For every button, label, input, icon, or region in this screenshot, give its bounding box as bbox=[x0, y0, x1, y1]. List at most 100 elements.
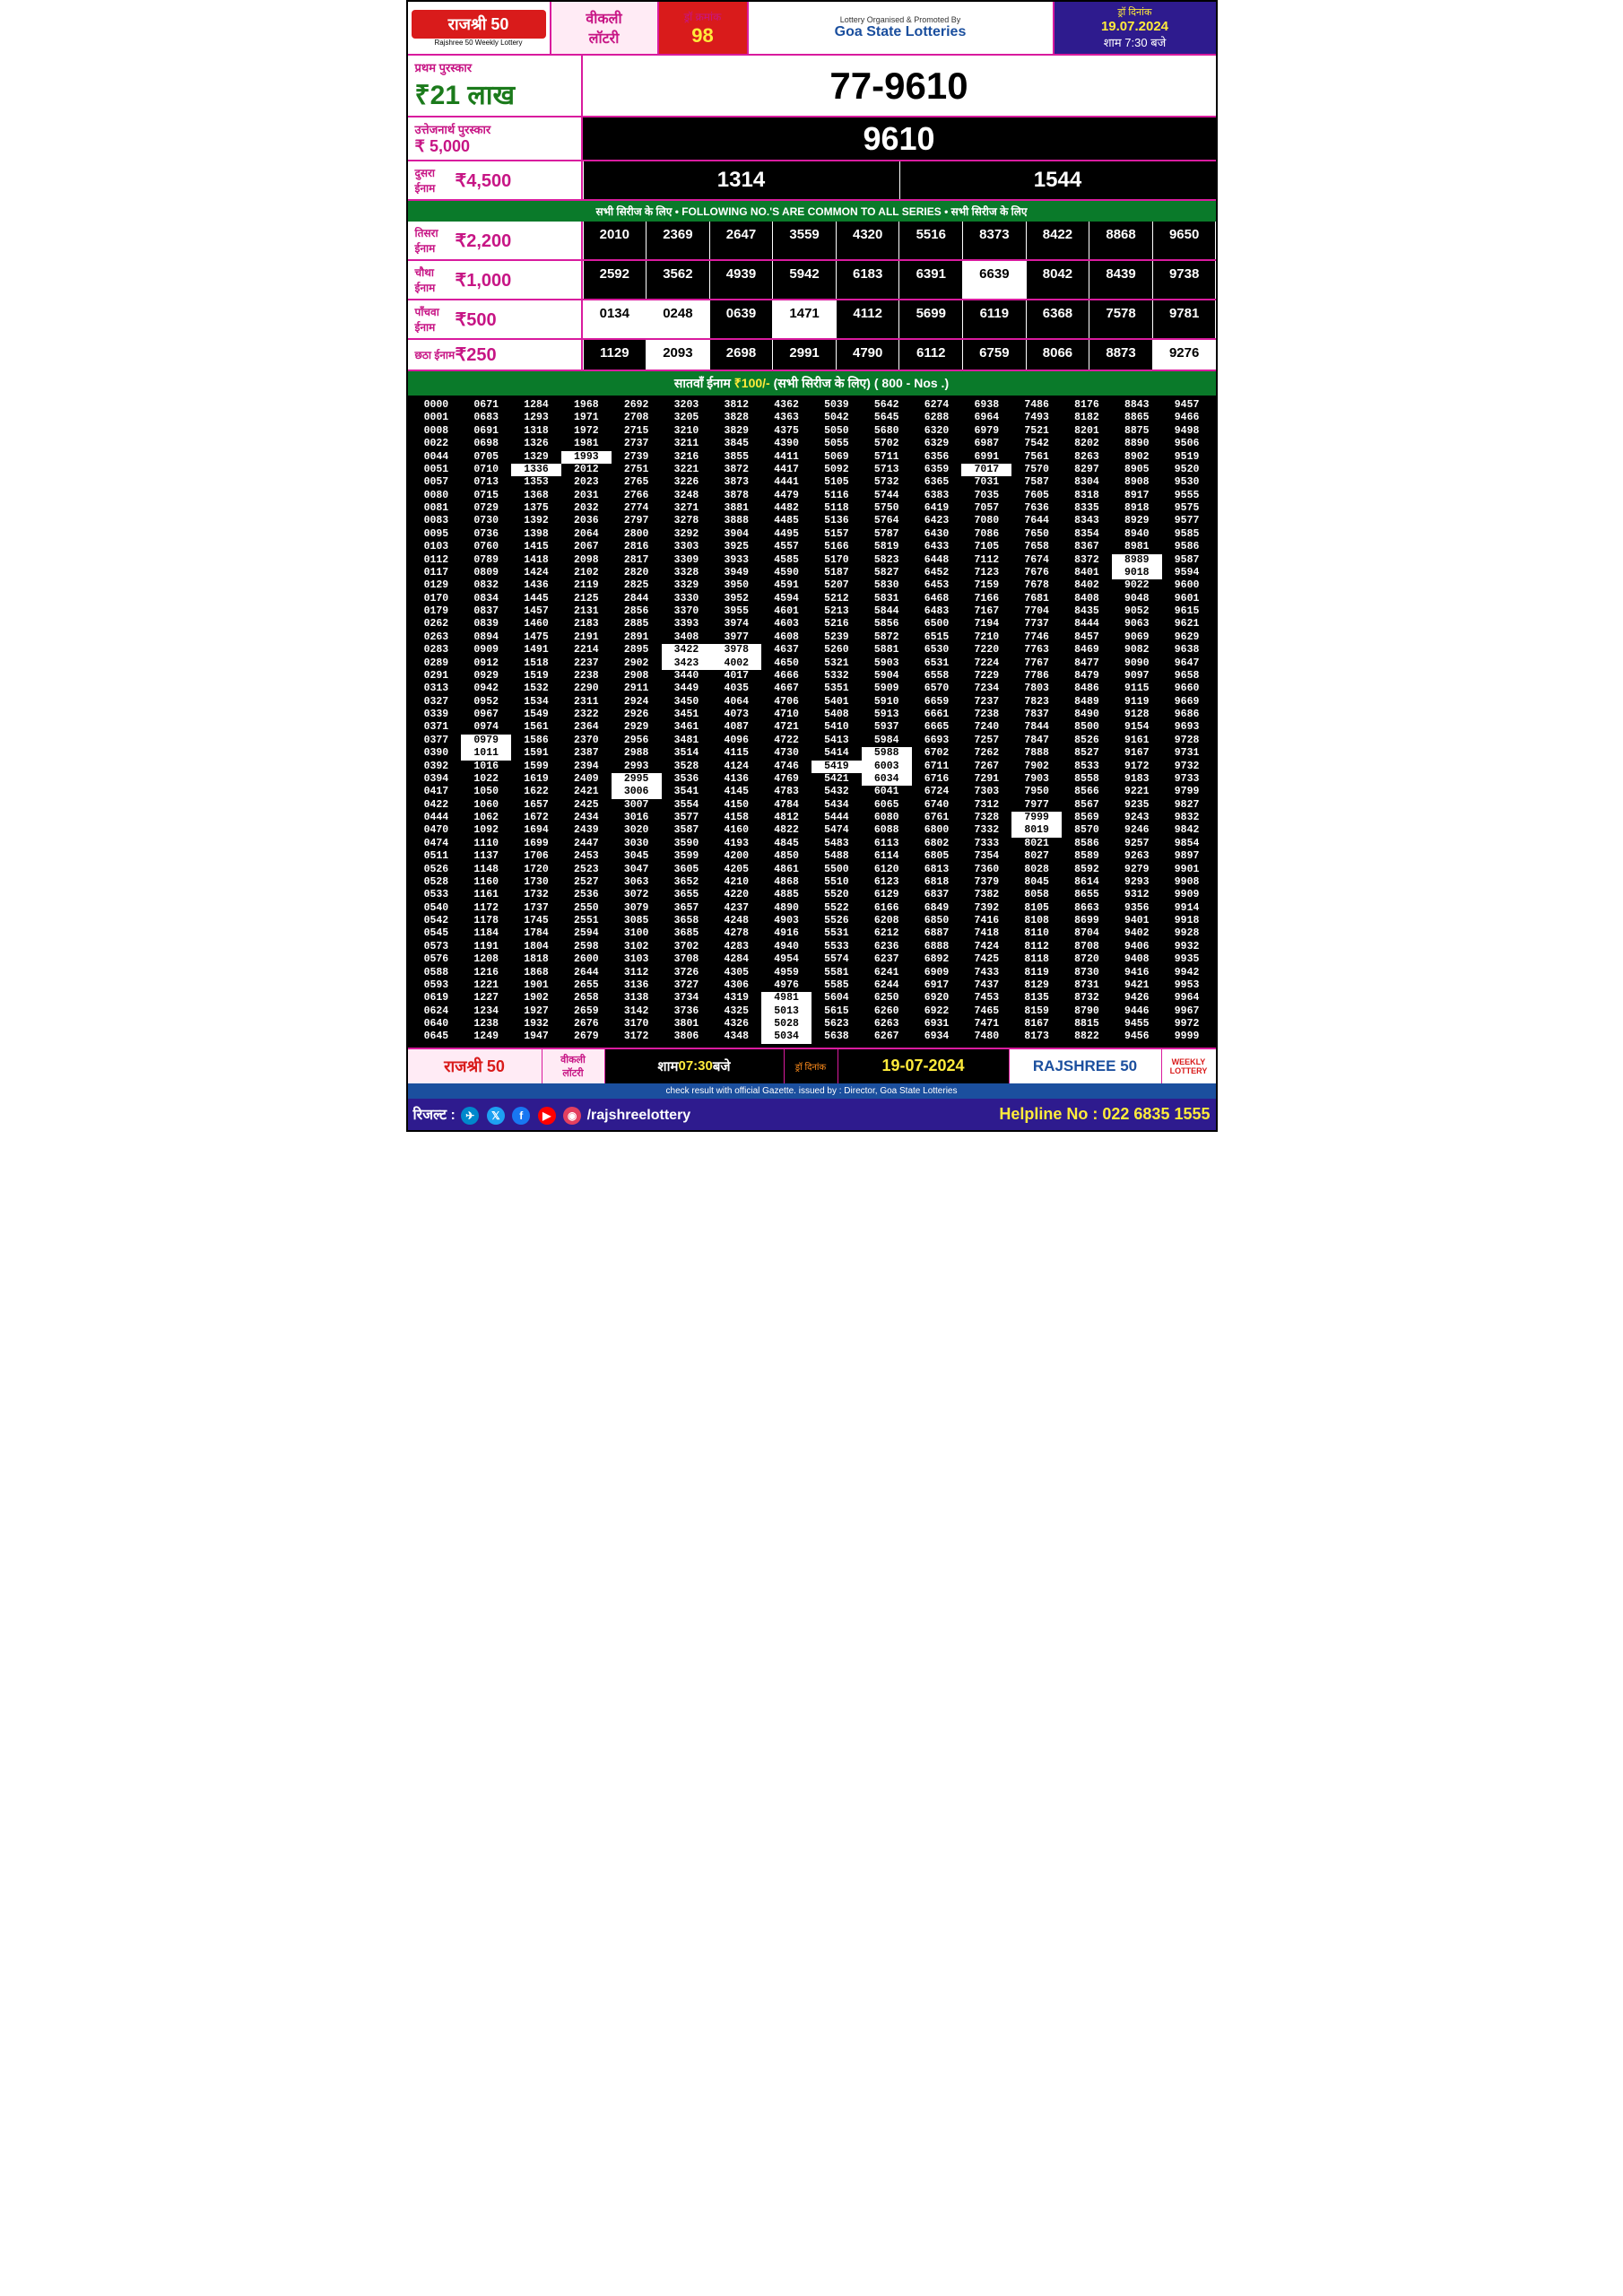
grid-number: 3657 bbox=[662, 902, 712, 915]
grid-number: 8589 bbox=[1062, 850, 1112, 863]
grid-number: 5531 bbox=[812, 927, 862, 940]
grid-number: 1534 bbox=[511, 696, 561, 709]
grid-number: 2536 bbox=[561, 889, 612, 901]
grid-number: 6237 bbox=[862, 953, 912, 966]
grid-number: 5321 bbox=[812, 657, 862, 670]
grid-number: 4585 bbox=[761, 554, 812, 567]
grid-number: 4981 bbox=[761, 992, 812, 1004]
grid-number: 6383 bbox=[912, 490, 962, 502]
grid-number: 8159 bbox=[1011, 1005, 1062, 1018]
grid-number: 9402 bbox=[1112, 927, 1162, 940]
grid-number: 9455 bbox=[1112, 1018, 1162, 1031]
grid-number: 4608 bbox=[761, 631, 812, 644]
twitter-icon[interactable]: 𝕏 bbox=[487, 1107, 505, 1125]
grid-number: 3888 bbox=[711, 515, 761, 527]
grid-number: 2885 bbox=[612, 618, 662, 631]
grid-number: 5581 bbox=[812, 967, 862, 979]
second-n1: 1314 bbox=[583, 161, 899, 199]
grid-number: 9932 bbox=[1162, 941, 1212, 953]
grid-number: 2102 bbox=[561, 567, 612, 579]
grid-number: 3271 bbox=[662, 502, 712, 515]
youtube-icon[interactable]: ▶ bbox=[538, 1107, 556, 1125]
second-n2: 1544 bbox=[899, 161, 1216, 199]
grid-number: 9693 bbox=[1162, 721, 1212, 734]
grid-number: 9520 bbox=[1162, 464, 1212, 476]
grid-number: 0640 bbox=[412, 1018, 462, 1031]
grid-number: 7312 bbox=[961, 799, 1011, 812]
grid-number: 8526 bbox=[1062, 735, 1112, 747]
grid-number: 4666 bbox=[761, 670, 812, 683]
grid-number: 4248 bbox=[711, 915, 761, 927]
grid-number: 9456 bbox=[1112, 1031, 1162, 1043]
grid-number: 0262 bbox=[412, 618, 462, 631]
grid-number: 7424 bbox=[961, 941, 1011, 953]
grid-number: 0715 bbox=[461, 490, 511, 502]
grid-number: 7194 bbox=[961, 618, 1011, 631]
grid-number: 9832 bbox=[1162, 812, 1212, 824]
grid-number: 9446 bbox=[1112, 1005, 1162, 1018]
grid-number: 3955 bbox=[711, 605, 761, 618]
facebook-icon[interactable]: f bbox=[512, 1107, 530, 1125]
grid-number: 1968 bbox=[561, 399, 612, 412]
grid-number: 1901 bbox=[511, 979, 561, 992]
grid-number: 7416 bbox=[961, 915, 1011, 927]
grid-number: 0834 bbox=[461, 593, 511, 605]
grid-number: 8112 bbox=[1011, 941, 1062, 953]
grid-number: 5092 bbox=[812, 464, 862, 476]
grid-number: 2926 bbox=[612, 709, 662, 721]
grid-number: 7262 bbox=[961, 747, 1011, 760]
grid-number: 7542 bbox=[1011, 438, 1062, 450]
grid-number: 0000 bbox=[412, 399, 462, 412]
grid-number: 9594 bbox=[1162, 567, 1212, 579]
grid-number: 6166 bbox=[862, 902, 912, 915]
grid-number: 6356 bbox=[912, 451, 962, 464]
grid-number: 3450 bbox=[662, 696, 712, 709]
grid-number: 4959 bbox=[761, 967, 812, 979]
grid-number: 9279 bbox=[1112, 864, 1162, 876]
grid-number: 2425 bbox=[561, 799, 612, 812]
fifth-cat: पाँचवा ईनाम bbox=[415, 304, 456, 335]
grid-number: 4650 bbox=[761, 657, 812, 670]
grid-number: 2708 bbox=[612, 412, 662, 424]
grid-number: 7080 bbox=[961, 515, 1011, 527]
grid-number: 8019 bbox=[1011, 824, 1062, 837]
grid-number: 9942 bbox=[1162, 967, 1212, 979]
grid-number: 2409 bbox=[561, 773, 612, 786]
grid-number: 3006 bbox=[612, 786, 662, 798]
grid-number: 2394 bbox=[561, 761, 612, 773]
grid-number: 8586 bbox=[1062, 838, 1112, 850]
grid-number: 6711 bbox=[912, 761, 962, 773]
fourth-numbers: 2592356249395942618363916639804284399738 bbox=[583, 261, 1216, 299]
grid-number: 5713 bbox=[862, 464, 912, 476]
grid-number: 7433 bbox=[961, 967, 1011, 979]
grid-number: 3514 bbox=[662, 747, 712, 760]
prize-number: 0248 bbox=[646, 300, 709, 338]
grid-number: 6448 bbox=[912, 554, 962, 567]
grid-number: 1329 bbox=[511, 451, 561, 464]
grid-number: 9935 bbox=[1162, 953, 1212, 966]
grid-number: 2679 bbox=[561, 1031, 612, 1043]
third-cat: तिसरा ईनाम bbox=[415, 225, 456, 256]
grid-number: 0474 bbox=[412, 838, 462, 850]
grid-number: 7035 bbox=[961, 490, 1011, 502]
grid-number: 2119 bbox=[561, 579, 612, 592]
grid-number: 4710 bbox=[761, 709, 812, 721]
grid-number: 1932 bbox=[511, 1018, 561, 1031]
grid-number: 0645 bbox=[412, 1031, 462, 1043]
grid-number: 4375 bbox=[761, 425, 812, 438]
grid-number: 7210 bbox=[961, 631, 1011, 644]
grid-number: 2797 bbox=[612, 515, 662, 527]
seventh-t3: ( 800 - Nos .) bbox=[874, 376, 949, 390]
instagram-icon[interactable]: ◉ bbox=[563, 1107, 581, 1125]
grid-number: 8105 bbox=[1011, 902, 1062, 915]
grid-number: 0170 bbox=[412, 593, 462, 605]
grid-number: 6433 bbox=[912, 541, 962, 553]
grid-number: 2816 bbox=[612, 541, 662, 553]
grid-number: 9601 bbox=[1162, 593, 1212, 605]
grid-number: 7220 bbox=[961, 644, 1011, 657]
telegram-icon[interactable]: ✈ bbox=[461, 1107, 479, 1125]
grid-number: 1398 bbox=[511, 528, 561, 541]
grid-number: 1022 bbox=[461, 773, 511, 786]
grid-number: 8402 bbox=[1062, 579, 1112, 592]
grid-number: 9172 bbox=[1112, 761, 1162, 773]
